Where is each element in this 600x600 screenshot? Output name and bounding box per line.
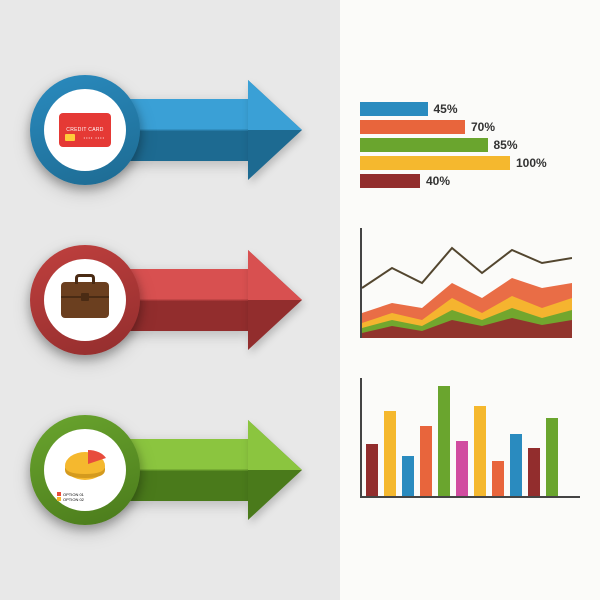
right-panel: 45% 70% 85% 100% 40% <box>340 0 600 600</box>
card-chip-icon <box>65 134 75 141</box>
hbar-label: 40% <box>426 174 450 188</box>
circle-inner <box>44 259 126 341</box>
area-chart <box>360 228 570 338</box>
arrow-head-icon <box>248 250 302 350</box>
circle-inner: OPTION 01OPTION 02 <box>44 429 126 511</box>
hbar <box>360 156 510 170</box>
column-bar <box>528 448 540 496</box>
pie-legend: OPTION 01OPTION 02 <box>57 492 84 502</box>
arrow-circle: CREDIT CARD •••• •••• <box>30 75 140 185</box>
hbar-row: 70% <box>360 120 580 134</box>
arrow-item-0: CREDIT CARD •••• •••• <box>30 70 310 190</box>
column-bar <box>492 461 504 496</box>
column-bar <box>438 386 450 496</box>
arrow-head-icon <box>248 80 302 180</box>
horizontal-bar-chart: 45% 70% 85% 100% 40% <box>360 102 580 188</box>
column-bar <box>474 406 486 496</box>
column-bar <box>420 426 432 496</box>
briefcase-clasp <box>81 293 89 301</box>
column-chart <box>360 378 580 498</box>
arrow-item-1 <box>30 240 310 360</box>
card-label: CREDIT CARD <box>66 127 103 133</box>
circle-inner: CREDIT CARD •••• •••• <box>44 89 126 171</box>
hbar <box>360 120 465 134</box>
column-bar <box>546 418 558 496</box>
credit-card-icon: CREDIT CARD •••• •••• <box>59 113 111 147</box>
briefcase-icon <box>61 282 109 318</box>
arrow-head-icon <box>248 420 302 520</box>
column-bar <box>510 434 522 496</box>
hbar-row: 40% <box>360 174 580 188</box>
arrow-circle <box>30 245 140 355</box>
hbar <box>360 174 420 188</box>
column-bar <box>384 411 396 496</box>
hbar <box>360 138 488 152</box>
pie-chart-icon: OPTION 01OPTION 02 <box>61 446 109 494</box>
hbar-label: 100% <box>516 156 547 170</box>
hbar-row: 100% <box>360 156 580 170</box>
briefcase-handle <box>75 274 95 284</box>
left-panel: CREDIT CARD •••• •••• OPTION 01OPTION 02 <box>0 0 340 600</box>
column-bar <box>456 441 468 496</box>
card-dots: •••• •••• <box>84 135 105 140</box>
hbar-label: 85% <box>494 138 518 152</box>
arrow-item-2: OPTION 01OPTION 02 <box>30 410 310 530</box>
arrow-circle: OPTION 01OPTION 02 <box>30 415 140 525</box>
hbar-row: 45% <box>360 102 580 116</box>
column-bar <box>402 456 414 496</box>
hbar <box>360 102 428 116</box>
hbar-label: 45% <box>434 102 458 116</box>
hbar-label: 70% <box>471 120 495 134</box>
column-bar <box>366 444 378 496</box>
hbar-row: 85% <box>360 138 580 152</box>
